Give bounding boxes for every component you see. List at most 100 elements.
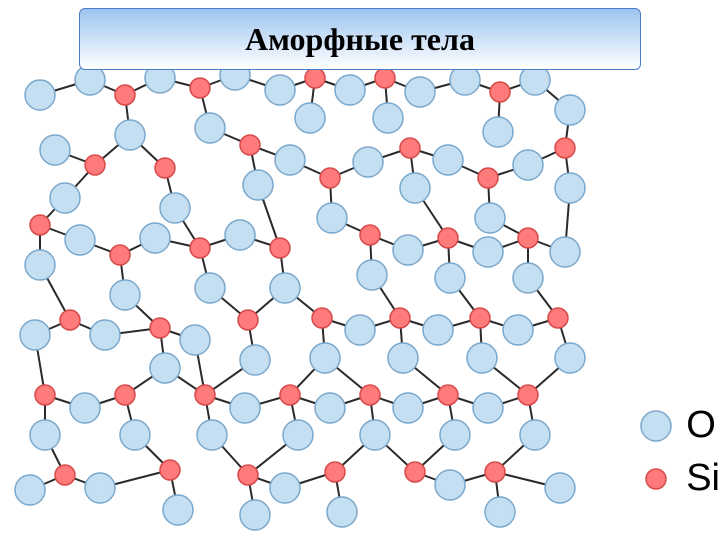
silicon-atom xyxy=(325,462,345,482)
oxygen-atom xyxy=(163,495,193,525)
oxygen-atom xyxy=(150,353,180,383)
silicon-atom xyxy=(150,318,170,338)
oxygen-atom xyxy=(40,135,70,165)
silicon-atom xyxy=(110,245,130,265)
oxygen-atom xyxy=(327,497,357,527)
oxygen-atom xyxy=(435,263,465,293)
title-text: Аморфные тела xyxy=(245,21,475,58)
legend: O Si xyxy=(638,404,720,510)
oxygen-atom xyxy=(473,393,503,423)
silicon-atom xyxy=(115,385,135,405)
silicon-atom xyxy=(155,158,175,178)
amorphous-structure-diagram xyxy=(0,0,720,540)
oxygen-atom xyxy=(310,343,340,373)
silicon-atom xyxy=(60,310,80,330)
oxygen-atom xyxy=(357,260,387,290)
oxygen-atom xyxy=(475,203,505,233)
silicon-atom xyxy=(555,138,575,158)
silicon-atom xyxy=(115,85,135,105)
legend-circle-oxygen xyxy=(638,408,674,444)
oxygen-atom xyxy=(115,120,145,150)
silicon-atom xyxy=(35,385,55,405)
oxygen-atom xyxy=(317,203,347,233)
silicon-atom xyxy=(240,135,260,155)
oxygen-atom xyxy=(283,420,313,450)
silicon-atom xyxy=(470,308,490,328)
silicon-atom xyxy=(518,228,538,248)
oxygen-atom xyxy=(243,170,273,200)
oxygen-atom xyxy=(197,420,227,450)
silicon-atom xyxy=(190,238,210,258)
oxygen-atom xyxy=(315,393,345,423)
oxygen-atom xyxy=(90,320,120,350)
oxygen-atom xyxy=(373,103,403,133)
oxygen-atom xyxy=(270,473,300,503)
silicon-atom xyxy=(238,310,258,330)
oxygen-atom xyxy=(50,183,80,213)
oxygen-atom xyxy=(483,117,513,147)
silicon-atom xyxy=(400,138,420,158)
oxygen-atom xyxy=(360,420,390,450)
oxygen-atom xyxy=(400,173,430,203)
silicon-atom xyxy=(305,68,325,88)
oxygen-atom xyxy=(433,145,463,175)
oxygen-atom xyxy=(555,95,585,125)
legend-item-silicon: Si xyxy=(638,457,720,500)
silicon-atom xyxy=(280,385,300,405)
legend-circle-silicon xyxy=(638,461,674,497)
oxygen-atom xyxy=(335,75,365,105)
oxygen-atom xyxy=(195,273,225,303)
legend-label-silicon: Si xyxy=(686,457,720,500)
oxygen-atom xyxy=(405,77,435,107)
silicon-atom xyxy=(30,215,50,235)
silicon-atom xyxy=(195,385,215,405)
silicon-atom xyxy=(548,308,568,328)
oxygen-atom xyxy=(503,315,533,345)
oxygen-atom xyxy=(440,420,470,450)
oxygen-atom xyxy=(65,225,95,255)
title-box: Аморфные тела xyxy=(79,8,641,70)
oxygen-atom xyxy=(485,497,515,527)
oxygen-atom xyxy=(423,315,453,345)
oxygen-atom xyxy=(70,393,100,423)
oxygen-atom xyxy=(555,343,585,373)
oxygen-atom xyxy=(467,343,497,373)
silicon-atom xyxy=(438,385,458,405)
oxygen-atom xyxy=(513,263,543,293)
silicon-atom xyxy=(478,168,498,188)
silicon-atom xyxy=(518,385,538,405)
oxygen-atom xyxy=(550,237,580,267)
silicon-atom xyxy=(270,238,290,258)
oxygen-atom xyxy=(120,420,150,450)
silicon-atom xyxy=(190,78,210,98)
oxygen-atom xyxy=(15,475,45,505)
oxygen-atom xyxy=(25,250,55,280)
oxygen-atom xyxy=(353,147,383,177)
oxygen-atom xyxy=(275,145,305,175)
silicon-atom xyxy=(85,155,105,175)
oxygen-atom xyxy=(110,280,140,310)
oxygen-atom xyxy=(225,220,255,250)
oxygen-atom xyxy=(230,393,260,423)
oxygen-atom xyxy=(545,473,575,503)
oxygen-atom xyxy=(388,343,418,373)
oxygen-atom xyxy=(180,325,210,355)
oxygen-atom xyxy=(160,193,190,223)
oxygen-atom xyxy=(195,113,225,143)
oxygen-atom xyxy=(265,75,295,105)
oxygen-atom xyxy=(20,320,50,350)
oxygen-atom xyxy=(85,473,115,503)
oxygen-atom xyxy=(513,150,543,180)
silicon-atom xyxy=(238,465,258,485)
oxygen-atom xyxy=(473,237,503,267)
oxygen-atom xyxy=(240,500,270,530)
legend-label-oxygen: O xyxy=(686,404,716,447)
silicon-atom xyxy=(312,308,332,328)
oxygen-atom xyxy=(393,393,423,423)
oxygen-atom xyxy=(240,345,270,375)
silicon-atom xyxy=(55,465,75,485)
oxygen-atom xyxy=(435,470,465,500)
oxygen-atom xyxy=(25,80,55,110)
oxygen-atom xyxy=(295,103,325,133)
silicon-atom xyxy=(320,168,340,188)
